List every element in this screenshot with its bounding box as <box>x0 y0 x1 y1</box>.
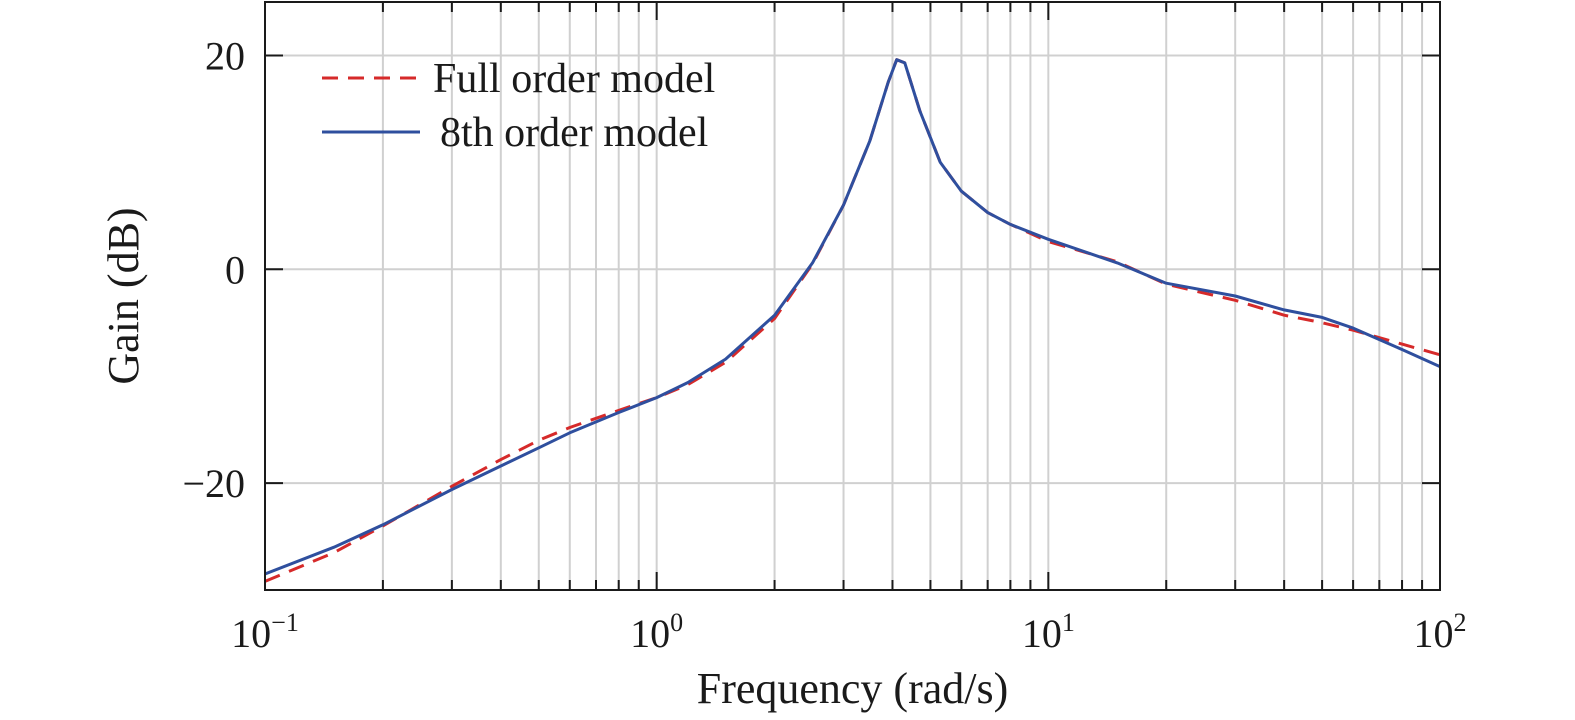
legend: Full order model 8th order model <box>322 56 715 156</box>
legend-entry-label: Full order model <box>433 56 715 102</box>
x-tick-label: 102 <box>1414 608 1467 656</box>
x-tick-labels: 10−1 100 101 102 <box>231 608 1466 656</box>
series-layer <box>265 58 1440 583</box>
y-tick-label: 20 <box>205 33 245 78</box>
x-tick-label: 101 <box>1022 608 1075 656</box>
x-axis-title: Frequency (rad/s) <box>697 664 1009 713</box>
x-tick-base: 10 <box>1022 611 1062 656</box>
x-tick-label: 10−1 <box>231 608 299 656</box>
series-line-8th-order <box>265 58 1440 576</box>
x-tick-label: 100 <box>630 608 683 656</box>
x-tick-exponent: 0 <box>670 608 683 637</box>
x-tick-exponent: −1 <box>271 608 299 637</box>
x-tick-exponent: 2 <box>1454 608 1467 637</box>
legend-entry-label: 8th order model <box>440 110 708 156</box>
x-tick-base: 10 <box>630 611 670 656</box>
series-line-full-order <box>265 58 1440 583</box>
y-axis-title: Gain (dB) <box>99 207 148 384</box>
plot-frame <box>264 1 1441 591</box>
x-tick-base: 10 <box>1414 611 1454 656</box>
tick-marks <box>264 2 1441 590</box>
y-tick-labels: 20 0 −20 <box>182 33 245 506</box>
y-tick-label: 0 <box>225 247 245 292</box>
x-tick-exponent: 1 <box>1062 608 1075 637</box>
y-tick-label: −20 <box>182 461 245 506</box>
x-tick-base: 10 <box>231 611 271 656</box>
